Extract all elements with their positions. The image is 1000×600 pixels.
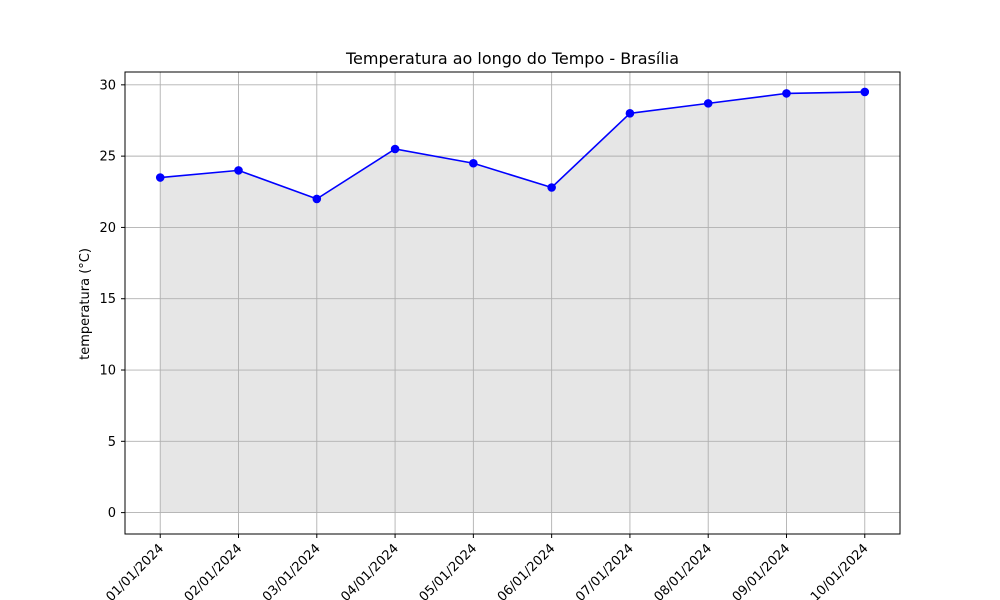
chart-title: Temperatura ao longo do Tempo - Brasília [345,49,679,68]
data-point [625,109,635,118]
data-point [155,173,165,182]
data-point [860,87,870,97]
data-point [234,166,243,175]
y-tick-label: 25 [99,150,116,165]
area-layer [160,91,865,513]
data-point [312,194,322,204]
data-point [782,89,791,98]
data-point [469,158,478,168]
y-tick-label: 30 [99,78,116,93]
grid-layer [125,72,900,534]
data-point [390,144,400,154]
y-tick-label: 20 [99,221,116,236]
y-tick-label: 5 [108,435,116,450]
y-tick-layer: 0 5 10 15 20 25 30 [99,78,125,521]
data-point [547,183,556,192]
y-axis-label: temperatura (°C) [78,248,93,360]
axes-layer [124,71,901,535]
series-line [160,91,865,200]
series-layer [155,87,870,204]
y-tick-label: 10 [99,364,116,379]
data-point [703,99,713,108]
y-tick-label: 15 [99,292,116,307]
y-tick-label: 0 [108,506,116,521]
area-fill [160,91,865,513]
plot-frame [124,71,901,535]
